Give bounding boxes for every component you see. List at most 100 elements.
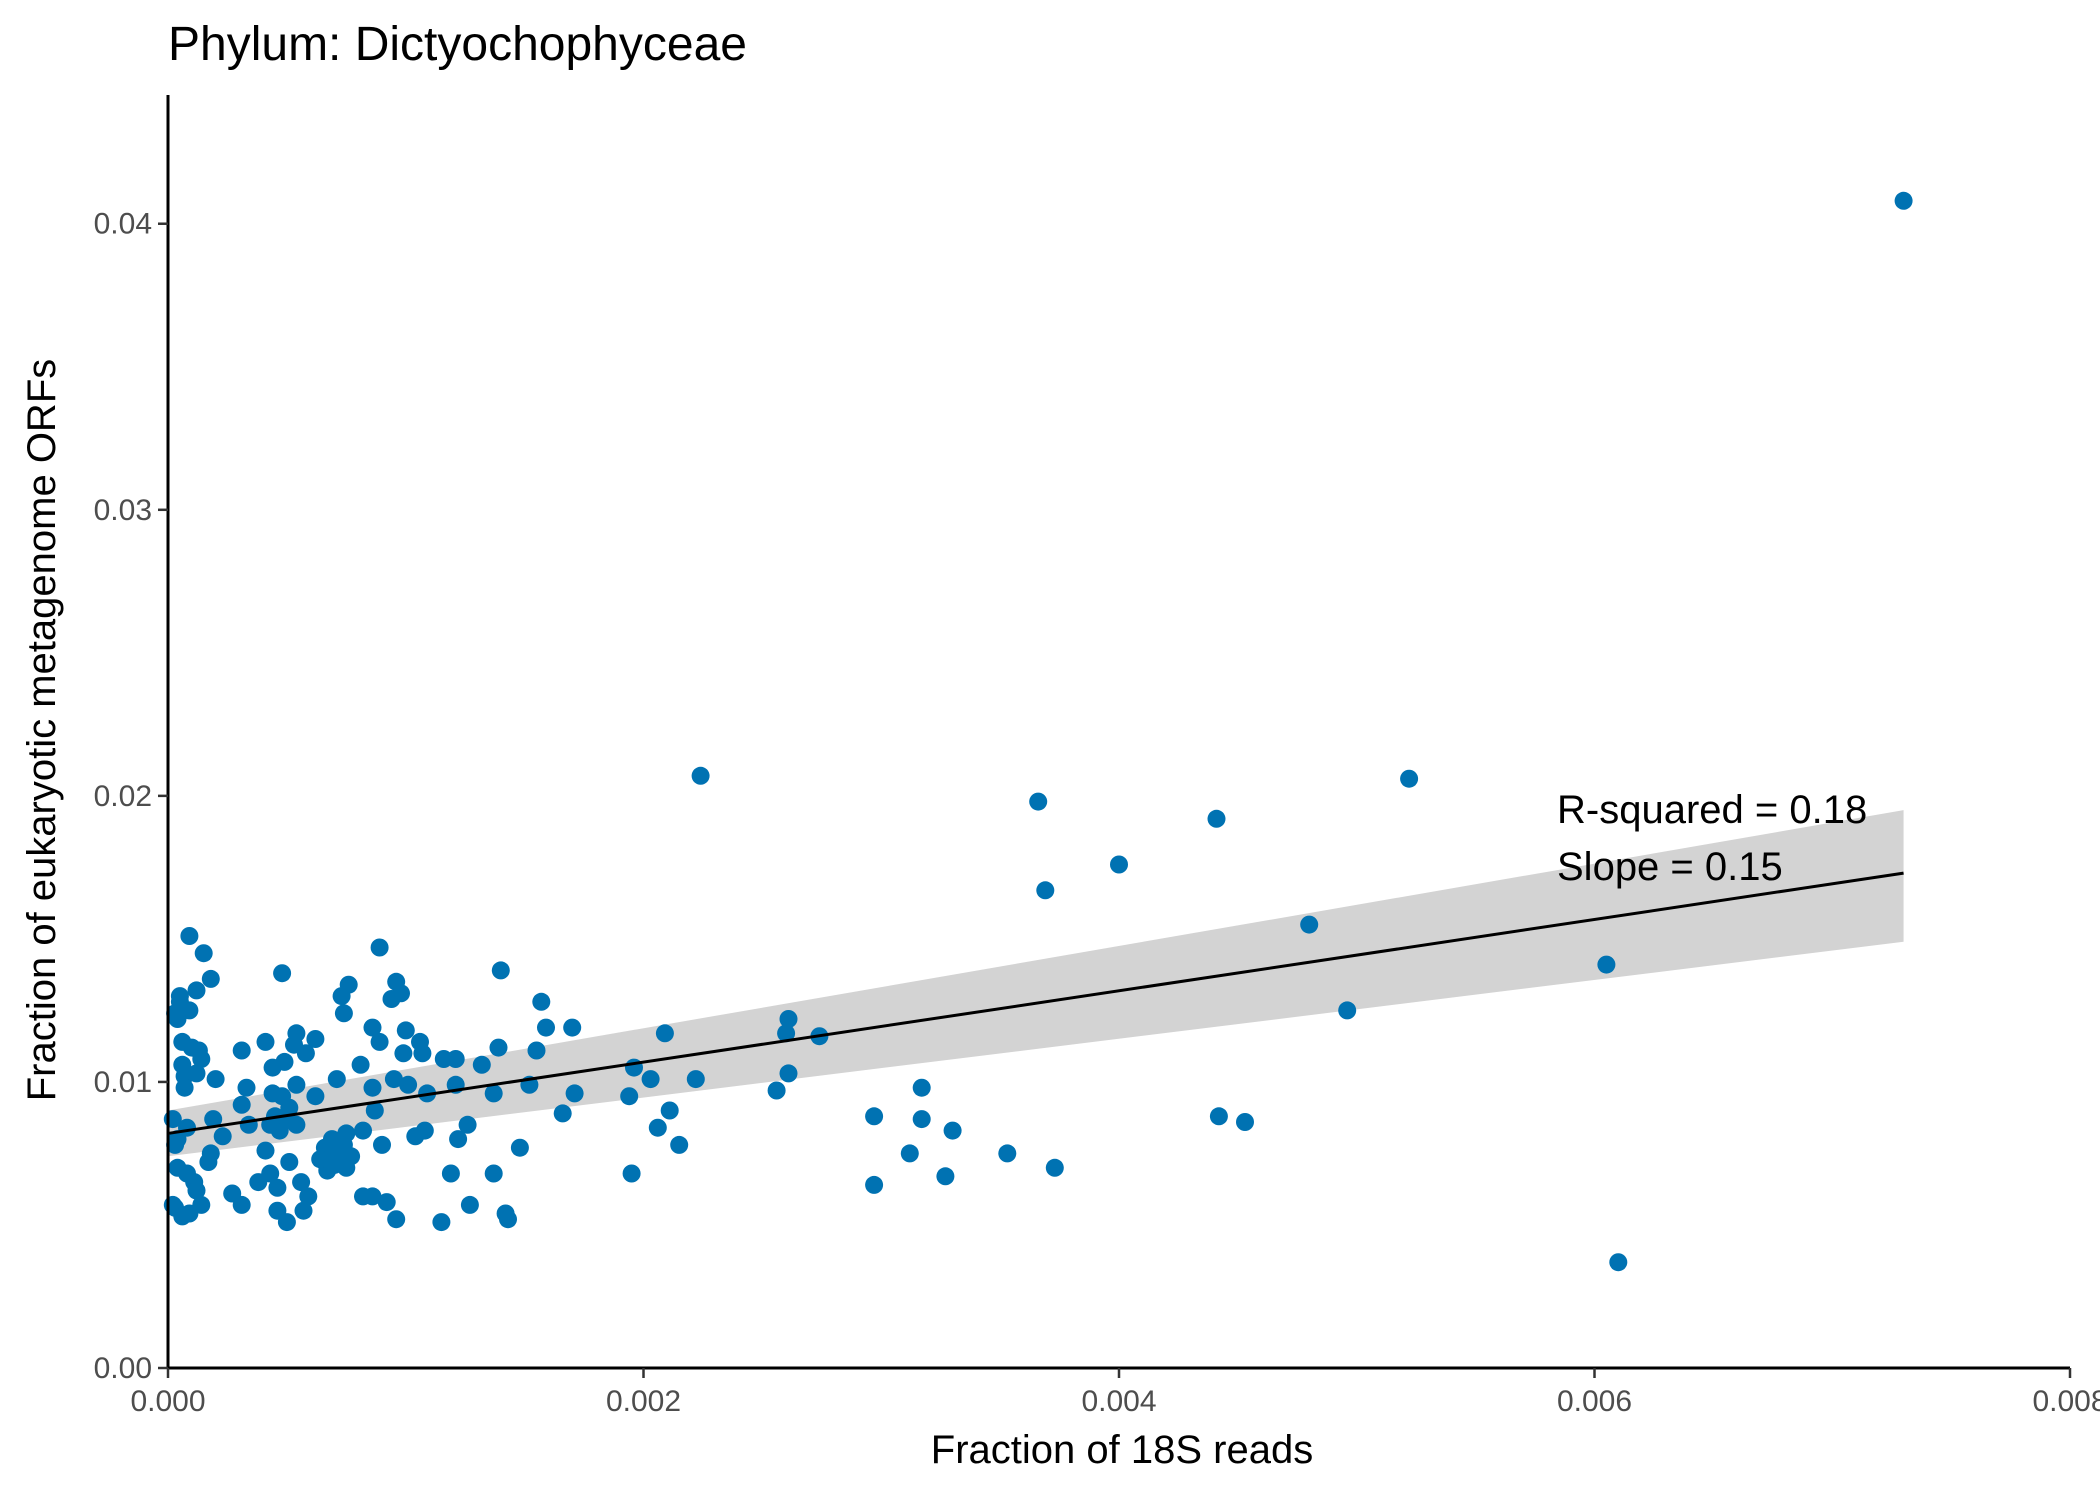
data-point [173, 1055, 192, 1074]
data-point [491, 961, 510, 980]
data-point [287, 1075, 306, 1094]
data-point [249, 1173, 268, 1192]
data-point [263, 1084, 282, 1103]
data-point [943, 1121, 962, 1140]
data-point [273, 964, 292, 983]
data-point [299, 1187, 318, 1206]
data-point [622, 1164, 641, 1183]
data-point [499, 1210, 517, 1229]
data-point [399, 1075, 418, 1094]
data-point [406, 1127, 425, 1146]
data-point [294, 1201, 313, 1220]
data-point [1209, 1107, 1228, 1126]
data-point [363, 1078, 382, 1097]
data-point [458, 1115, 477, 1134]
data-point [168, 1158, 187, 1177]
plot-area: 0.000 0.002 0.004 0.006 0.008 0.00 0.01 0.02 0.0… [94, 95, 2100, 1418]
data-point [334, 1004, 353, 1023]
x-tick-label: 0.008 [2032, 1385, 2100, 1418]
data-point [382, 990, 401, 1008]
y-axis-title: Fraction of eukaryotic metagenome ORFs [20, 359, 64, 1102]
data-point [532, 992, 551, 1011]
data-point [484, 1084, 503, 1103]
data-point [660, 1101, 679, 1120]
data-point [537, 1018, 555, 1037]
data-point [261, 1115, 280, 1134]
data-point [256, 1141, 275, 1160]
data-point [280, 1153, 299, 1171]
data-point [354, 1187, 372, 1206]
data-point [173, 1207, 192, 1226]
data-point [370, 1032, 389, 1051]
data-point [865, 1175, 884, 1194]
data-point [175, 1078, 194, 1097]
data-point [387, 972, 406, 991]
data-point [767, 1081, 786, 1100]
y-tick-label: 0.01 [94, 1066, 152, 1099]
data-point [387, 1210, 406, 1229]
data-point [1300, 915, 1319, 934]
data-point [201, 969, 220, 988]
y-tick-label: 0.04 [94, 208, 152, 241]
data-point [936, 1167, 955, 1186]
data-point [1609, 1253, 1628, 1272]
data-point [1597, 955, 1616, 974]
data-point [489, 1038, 508, 1057]
data-point [691, 766, 710, 785]
data-point [1338, 1001, 1357, 1020]
data-point [912, 1078, 931, 1097]
data-point [1400, 769, 1419, 788]
x-tick-label: 0.002 [606, 1385, 681, 1418]
data-point [166, 1135, 185, 1154]
data-point [396, 1021, 415, 1040]
data-point [1894, 191, 1913, 210]
data-point [354, 1121, 372, 1140]
data-point [510, 1138, 529, 1157]
chart-title: Phylum: Dictyochophyceae [168, 18, 747, 71]
data-point [268, 1201, 287, 1220]
data-point [170, 987, 189, 1006]
data-point [1036, 881, 1055, 900]
data-point [449, 1130, 468, 1149]
r-squared-annotation: R-squared = 0.18 [1557, 788, 1867, 832]
data-point [180, 927, 199, 945]
data-point [411, 1032, 429, 1051]
data-point [641, 1070, 660, 1089]
data-point [670, 1135, 689, 1154]
data-point [173, 1032, 192, 1051]
data-point [327, 1070, 346, 1089]
data-point [187, 1181, 206, 1200]
data-point [204, 1110, 223, 1129]
data-point [484, 1164, 503, 1183]
data-point [686, 1070, 705, 1089]
data-point [192, 1195, 211, 1214]
data-point [394, 1044, 413, 1063]
data-point [232, 1095, 251, 1114]
data-point [998, 1144, 1017, 1163]
data-point [232, 1041, 251, 1060]
x-tick-label: 0.000 [130, 1385, 205, 1418]
data-point [194, 944, 213, 963]
y-tick-label: 0.00 [94, 1352, 152, 1385]
data-point [206, 1070, 225, 1089]
data-point [306, 1030, 325, 1048]
data-point [384, 1070, 403, 1089]
data-point [306, 1087, 325, 1106]
data-point [223, 1184, 242, 1203]
data-point [434, 1050, 453, 1068]
data-point [900, 1144, 919, 1163]
data-point [187, 981, 206, 1000]
data-point [370, 938, 389, 957]
data-point [213, 1127, 232, 1146]
data-point [1236, 1113, 1254, 1131]
data-point [432, 1213, 451, 1232]
x-tick-label: 0.004 [1081, 1385, 1156, 1418]
data-point [565, 1084, 584, 1103]
data-point [1207, 809, 1226, 828]
data-point [292, 1173, 311, 1192]
data-point [363, 1018, 382, 1037]
data-point [377, 1193, 396, 1212]
y-tick-label: 0.03 [94, 494, 152, 527]
data-point [779, 1064, 798, 1083]
